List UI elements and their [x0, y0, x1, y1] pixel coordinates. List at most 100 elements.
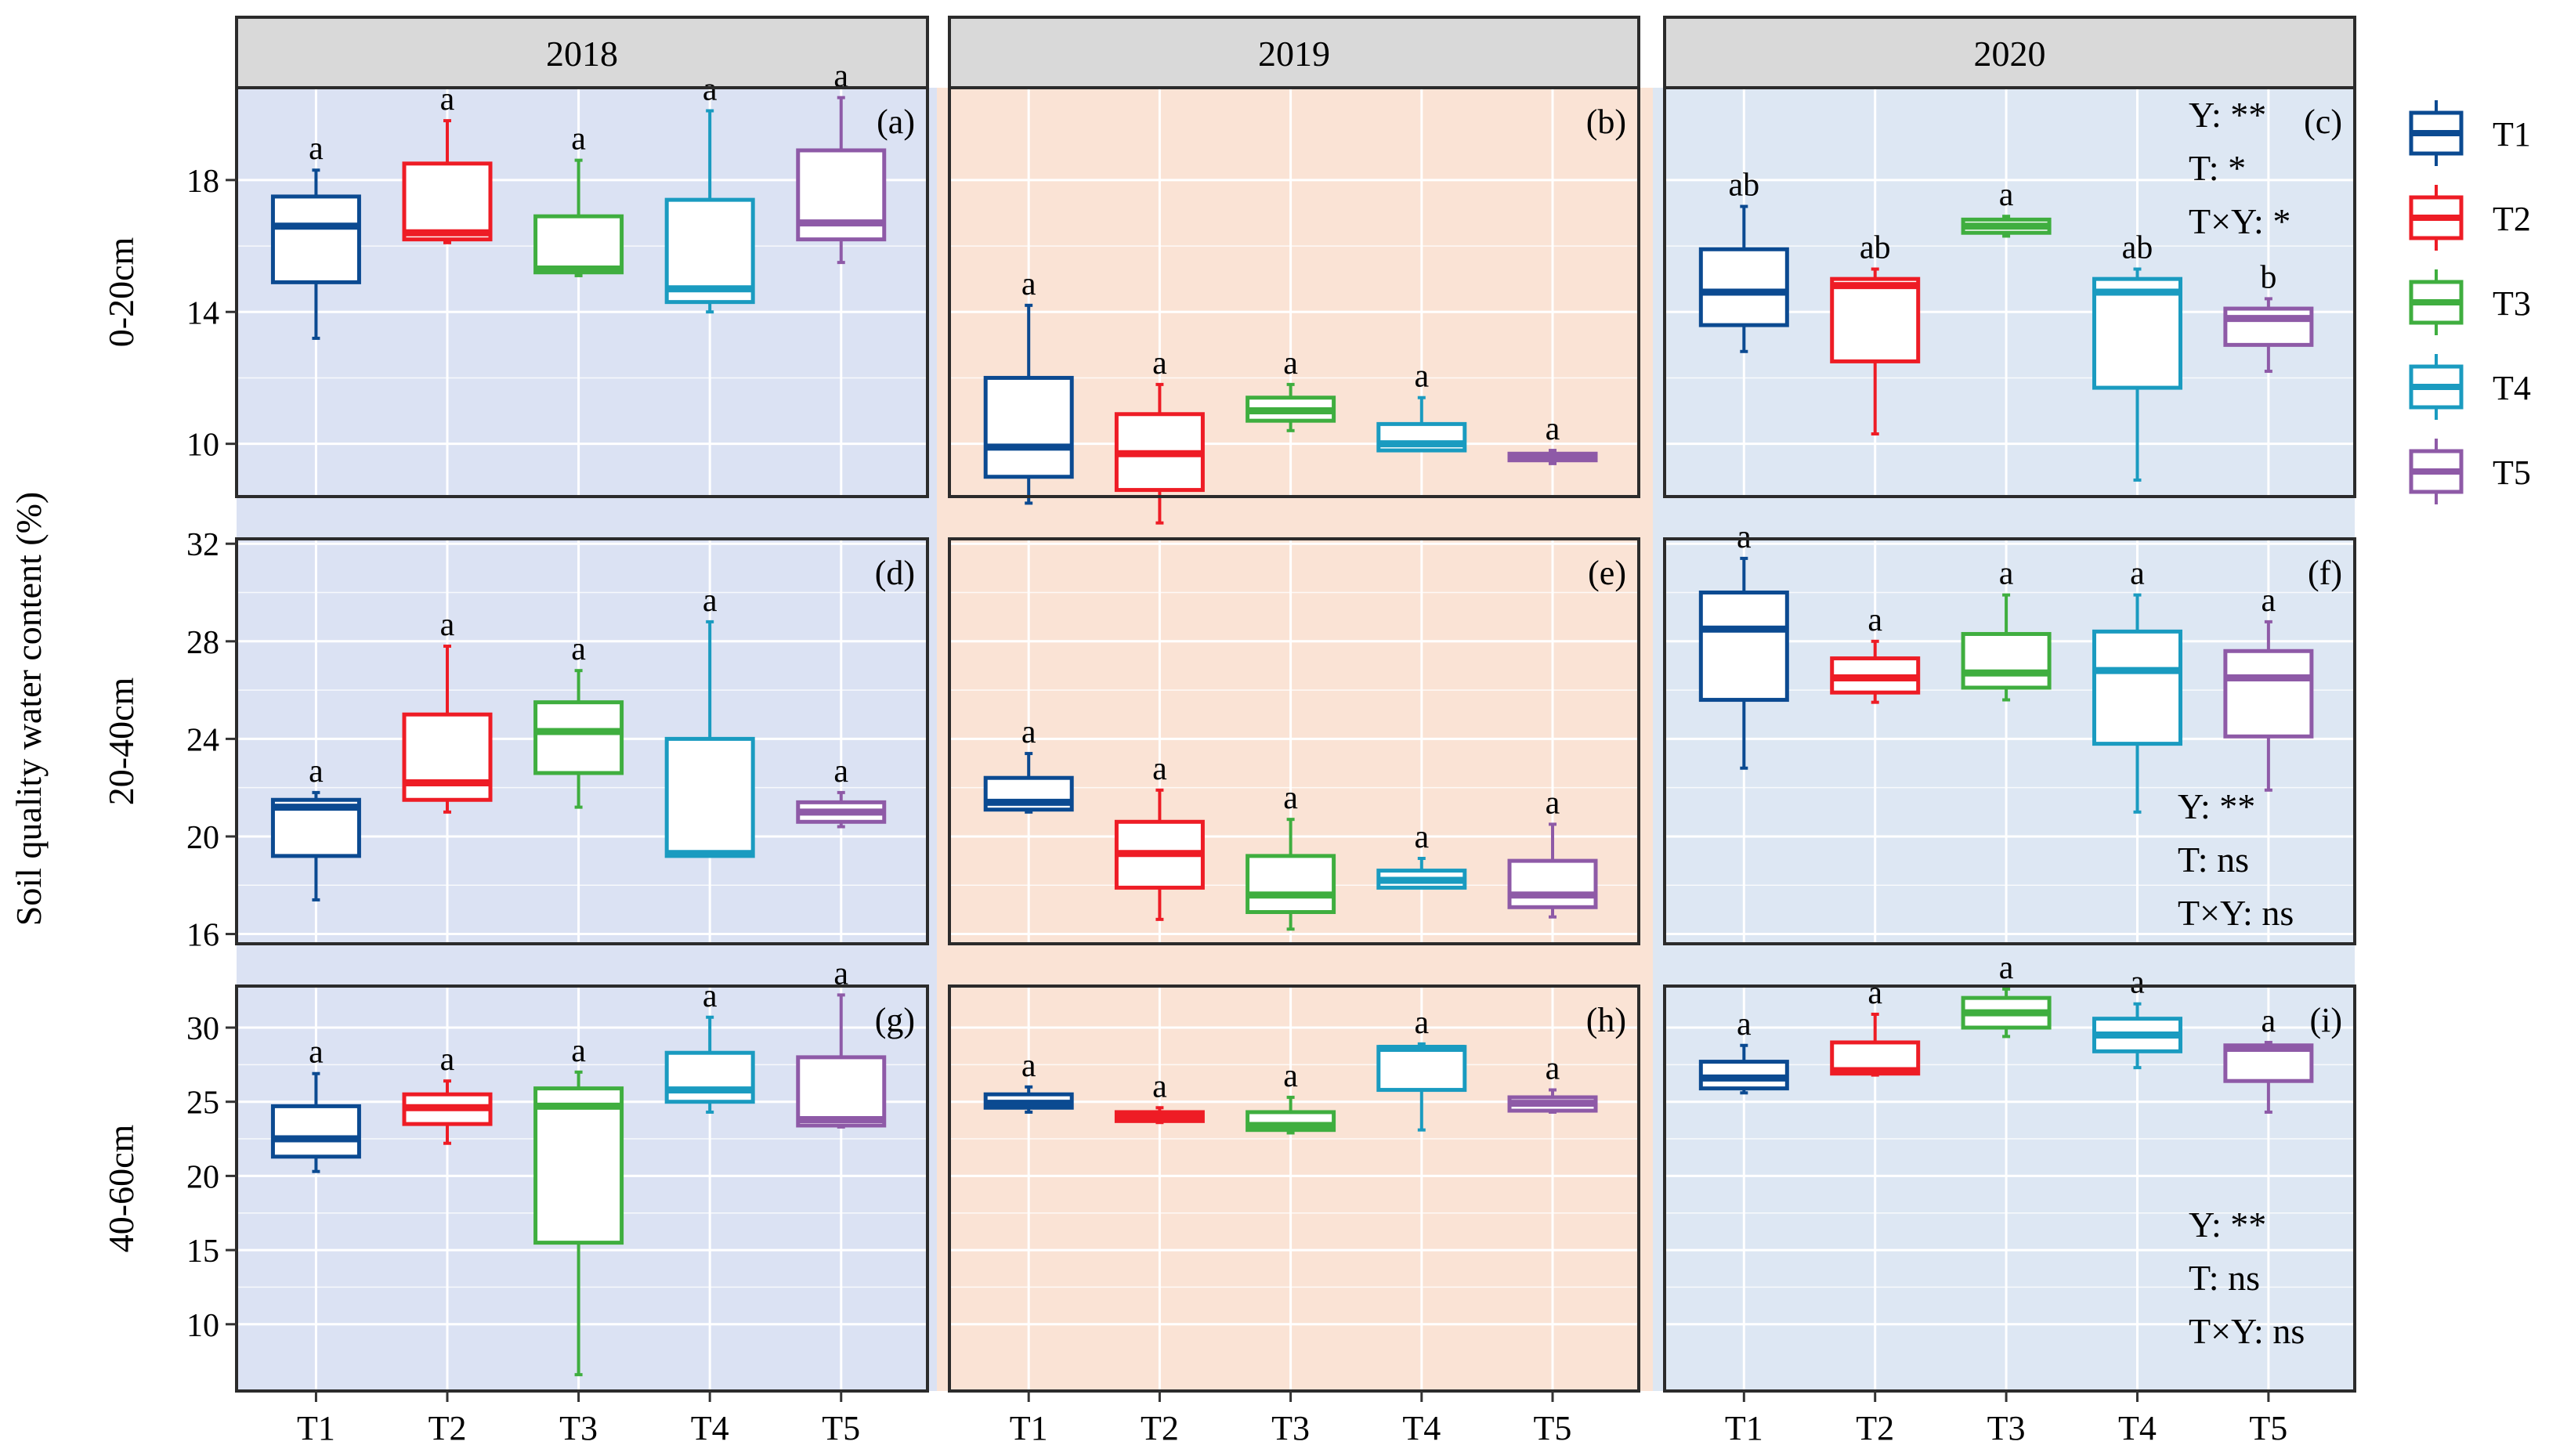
- significance-letter: a: [440, 607, 455, 643]
- x-tick-label: T4: [2118, 1409, 2157, 1447]
- y-tick-label: 20: [186, 820, 219, 856]
- x-tick-label: T5: [822, 1409, 860, 1447]
- significance-letter: a: [1283, 780, 1298, 816]
- significance-letter: a: [1867, 602, 1882, 638]
- y-tick-label: 16: [186, 918, 219, 954]
- stat-annotation: Y: **: [2178, 786, 2255, 826]
- box-T4: a: [2092, 965, 2182, 1070]
- box-iqr: [1698, 591, 1789, 703]
- panel-tag: (e): [1588, 554, 1626, 592]
- stat-annotation: T×Y: *: [2189, 201, 2290, 241]
- box-iqr: [983, 375, 1074, 479]
- box-T4: a: [1376, 819, 1467, 890]
- box-T1: a: [1698, 1006, 1789, 1095]
- box-T3: a: [533, 1033, 624, 1377]
- row-label: 40-60cm: [101, 1125, 141, 1253]
- box-T2: a: [402, 1042, 493, 1145]
- significance-letter: a: [2130, 965, 2145, 1001]
- box-T2: a: [402, 607, 493, 814]
- panel-2019-0-20cm: a a a a a (b): [948, 86, 1640, 525]
- year-label: 2019: [1258, 34, 1330, 74]
- y-tick-label: 28: [186, 625, 219, 661]
- significance-letter: a: [1152, 345, 1167, 381]
- panel-2020-40-60cm: a a a a a (i) Y: ** T: ns T×Y: ns T1 T2 T3 T4 T5: [1663, 950, 2356, 1447]
- significance-letter: a: [1546, 785, 1560, 821]
- stat-annotation: T×Y: ns: [2178, 893, 2294, 933]
- box-T5: a: [796, 956, 887, 1129]
- y-tick-label: 10: [186, 1308, 219, 1344]
- panel-border: [948, 537, 1640, 945]
- box-T3: a: [1961, 177, 2052, 238]
- significance-letter: a: [703, 583, 718, 619]
- box-T1: a: [270, 131, 361, 340]
- panel-border: [1663, 537, 2356, 945]
- box-iqr: [2223, 306, 2314, 347]
- panel-tag: (g): [875, 1001, 915, 1039]
- box-iqr: [1961, 631, 2052, 690]
- x-tick-label: T5: [2249, 1409, 2287, 1447]
- box-T5: a: [796, 59, 887, 265]
- panel-tag: (c): [2304, 103, 2342, 141]
- box-iqr: [533, 214, 624, 275]
- box-iqr: [2092, 629, 2182, 746]
- panel-2019-20-40cm: a a a a a (e): [948, 537, 1640, 945]
- box-T5: a: [796, 753, 887, 829]
- box-T3: a: [1246, 1058, 1336, 1135]
- box-T4: a: [1376, 1005, 1467, 1132]
- legend-item-T4: T4: [2409, 354, 2531, 420]
- significance-letter: a: [2130, 556, 2145, 592]
- significance-letter: a: [1546, 1051, 1560, 1087]
- row-label: 0-20cm: [101, 237, 141, 348]
- panel-border: [235, 985, 929, 1393]
- significance-letter: a: [833, 59, 848, 95]
- box-T3: a: [533, 631, 624, 809]
- panel-2018-0-20cm: a a a a a (a) 10 14 18: [186, 59, 929, 498]
- significance-letter: a: [1414, 359, 1429, 395]
- panel-2018-40-60cm: a a a a a (g) 10 15 20 25 30 T1 T2 T3 T4 T5: [186, 956, 929, 1447]
- x-tick-label: T3: [1987, 1409, 2026, 1447]
- box-T1: a: [983, 266, 1074, 505]
- legend-item-T3: T3: [2409, 269, 2531, 335]
- significance-letter: a: [1021, 1048, 1036, 1084]
- stat-annotation: T: ns: [2189, 1258, 2260, 1298]
- significance-letter: a: [571, 631, 586, 667]
- significance-letter: a: [1737, 1006, 1752, 1042]
- stat-annotation: T: ns: [2178, 840, 2249, 880]
- significance-letter: a: [833, 956, 848, 992]
- stat-annotation: Y: **: [2189, 95, 2266, 135]
- legend: T1 T2 T3 T4 T5: [2409, 100, 2531, 504]
- box-iqr: [664, 197, 755, 305]
- significance-letter: a: [309, 1035, 324, 1071]
- box-iqr: [402, 712, 493, 802]
- x-tick-label: T2: [428, 1409, 467, 1447]
- box-T1: a: [270, 1035, 361, 1173]
- box-T5: a: [1507, 1051, 1598, 1114]
- significance-letter: b: [2260, 259, 2276, 295]
- box-T5: a: [2223, 583, 2314, 792]
- y-tick-label: 32: [186, 527, 219, 563]
- panel-2020-20-40cm: a a a a a (f) Y: ** T: ns T×Y: ns: [1663, 519, 2356, 945]
- y-tick-label: 14: [186, 295, 219, 331]
- x-tick-label: T3: [559, 1409, 598, 1447]
- significance-letter: a: [1283, 345, 1298, 381]
- significance-letter: a: [1283, 1058, 1298, 1094]
- panel-2018-20-40cm: a a a a a (d) 16 20 24 28 32: [186, 527, 929, 954]
- legend-label: T2: [2493, 200, 2531, 238]
- panel-tag: (i): [2309, 1001, 2342, 1039]
- x-tick-label: T5: [1534, 1409, 1572, 1447]
- y-tick-label: 25: [186, 1086, 219, 1122]
- significance-letter: a: [1546, 411, 1560, 447]
- x-tick-label: T1: [1725, 1409, 1763, 1447]
- significance-letter: a: [1999, 950, 2014, 986]
- significance-letter: a: [309, 131, 324, 167]
- row-label: 20-40cm: [101, 677, 141, 806]
- x-tick-label: T1: [297, 1409, 335, 1447]
- box-T4: a: [664, 71, 755, 314]
- box-T5: a: [1507, 785, 1598, 919]
- stat-annotation: T: *: [2189, 148, 2246, 188]
- row-labels: 0-20cm 20-40cm 40-60cm: [101, 237, 141, 1253]
- year-label: 2018: [546, 34, 618, 74]
- box-iqr: [664, 736, 755, 858]
- box-T3: a: [533, 121, 624, 277]
- legend-item-T1: T1: [2409, 100, 2531, 166]
